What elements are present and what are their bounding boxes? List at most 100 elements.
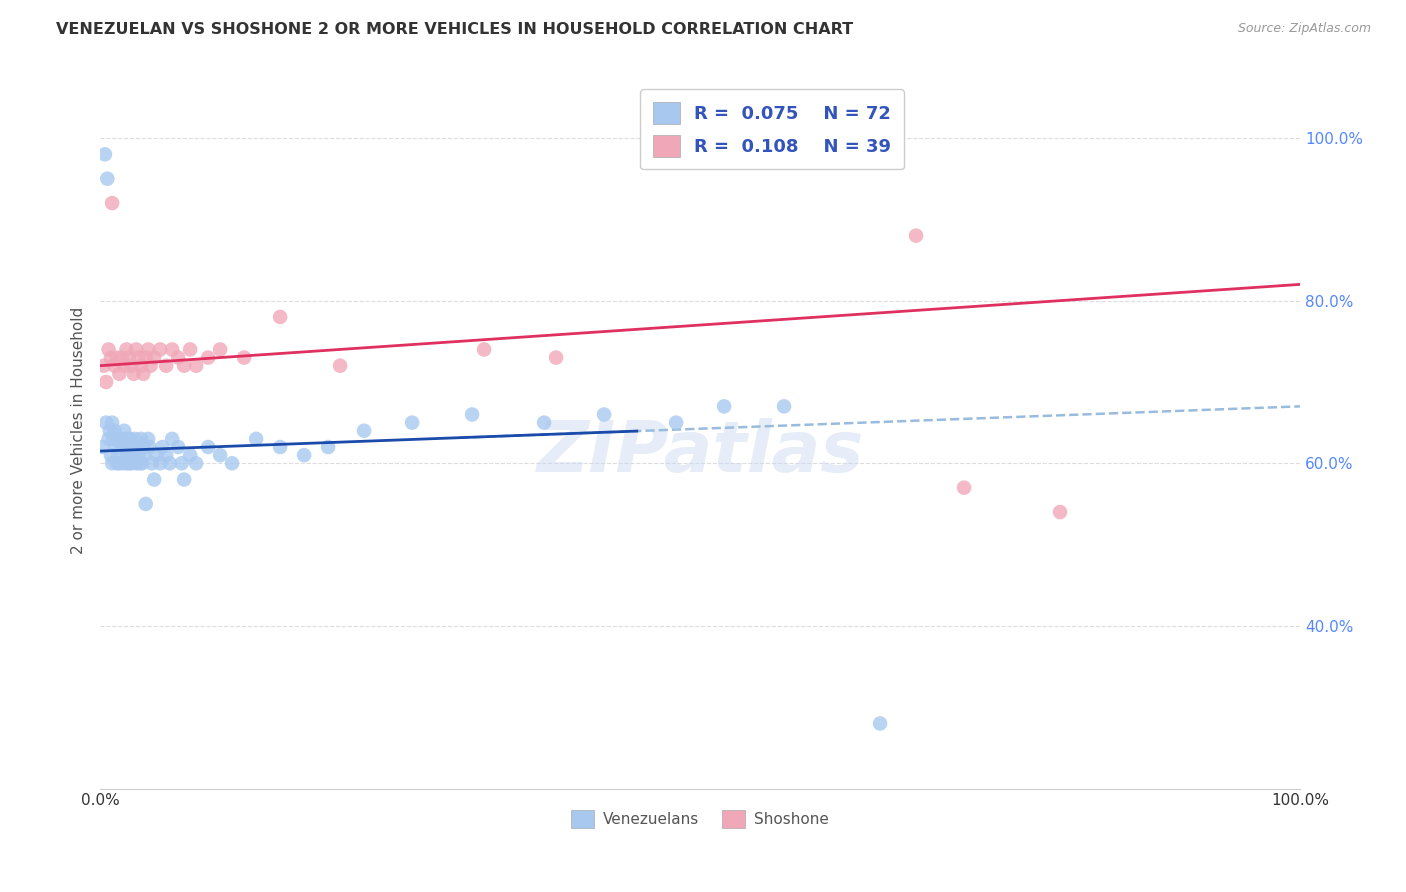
Point [141,456,163,470]
Point [179,448,201,462]
Point [124,432,146,446]
Point [101,416,124,430]
Point [152,440,174,454]
Point [120,432,142,446]
Point [121,440,143,454]
Point [128,456,150,470]
Point [107,432,129,446]
Point [269,310,291,324]
Point [269,440,291,454]
Point [120,448,142,462]
Point [111,351,134,365]
Point [533,416,555,430]
Point [136,343,159,357]
Point [221,456,243,470]
Point [91,440,114,454]
Point [179,343,201,357]
Point [184,359,207,373]
Point [100,351,122,365]
Point [97,343,120,357]
Point [173,359,195,373]
Point [115,343,138,357]
Text: Source: ZipAtlas.com: Source: ZipAtlas.com [1237,22,1371,36]
Point [167,440,190,454]
Point [316,440,339,454]
Point [143,473,166,487]
Point [869,716,891,731]
Point [101,196,124,211]
Point [128,448,150,462]
Point [132,440,155,454]
Point [139,359,162,373]
Point [125,343,148,357]
Point [129,359,152,373]
Point [103,359,125,373]
Point [713,400,735,414]
Point [108,456,131,470]
Point [159,456,181,470]
Point [94,375,117,389]
Point [115,456,138,470]
Point [118,351,141,365]
Point [128,351,150,365]
Point [149,343,172,357]
Point [546,351,568,365]
Point [149,456,172,470]
Point [111,456,134,470]
Point [167,351,190,365]
Point [155,448,177,462]
Point [773,400,796,414]
Point [115,448,138,462]
Point [127,440,149,454]
Point [136,432,159,446]
Point [173,473,195,487]
Point [209,343,232,357]
Point [905,228,928,243]
Point [593,408,616,422]
Point [953,481,976,495]
Point [105,456,128,470]
Point [96,171,118,186]
Point [665,416,688,430]
Point [108,367,131,381]
Point [353,424,375,438]
Point [197,440,219,454]
Point [245,432,267,446]
Point [120,359,142,373]
Point [100,448,122,462]
Point [117,432,139,446]
Point [120,456,142,470]
Point [104,440,127,454]
Point [107,448,129,462]
Point [125,456,148,470]
Point [129,432,152,446]
Point [112,440,135,454]
Point [160,432,183,446]
Point [135,351,157,365]
Point [105,351,128,365]
Point [135,497,157,511]
Point [461,408,484,422]
Point [170,456,193,470]
Point [112,359,135,373]
Point [101,456,124,470]
Legend: Venezuelans, Shoshone: Venezuelans, Shoshone [565,804,835,835]
Point [184,456,207,470]
Point [110,432,132,446]
Point [209,448,232,462]
Point [472,343,495,357]
Point [98,424,121,438]
Point [160,343,183,357]
Point [114,432,136,446]
Point [94,416,117,430]
Point [122,367,145,381]
Point [93,359,115,373]
Point [112,424,135,438]
Point [131,456,153,470]
Point [197,351,219,365]
Point [155,359,177,373]
Point [111,440,134,454]
Point [103,432,125,446]
Point [94,147,117,161]
Point [122,448,145,462]
